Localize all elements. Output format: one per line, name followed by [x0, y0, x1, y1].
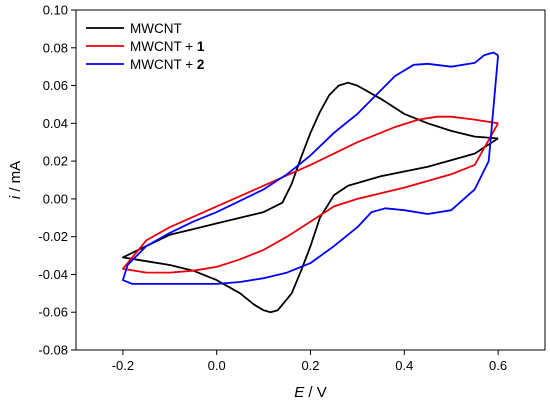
legend-label: MWCNT + 2: [130, 57, 204, 72]
y-axis-title-symbol: i: [7, 195, 24, 199]
series-line-3: [122, 51, 499, 285]
legend: MWCNT MWCNT + 1 MWCNT + 2: [86, 21, 205, 72]
y-tick-label: -0.02: [38, 229, 68, 244]
legend-label: MWCNT: [130, 21, 182, 36]
y-tick-label: 0.00: [43, 191, 68, 206]
x-tick-label: 0.2: [301, 358, 319, 373]
y-tick-label: -0.06: [38, 305, 68, 320]
y-tick-label: 0.04: [43, 116, 68, 131]
y-tick-label: -0.04: [38, 267, 68, 282]
series-layer: [122, 51, 499, 314]
x-axis-title-symbol: E: [294, 384, 305, 401]
x-tick-label: 0.6: [489, 358, 507, 373]
y-tick-label: -0.08: [38, 343, 68, 358]
x-axis-title: E / V: [294, 384, 327, 401]
y-tick-label: 0.06: [43, 78, 68, 93]
x-axis: -0.2 0.0 0.2 0.4 0.6: [112, 350, 507, 373]
x-tick-label: 0.0: [208, 358, 226, 373]
y-axis: 0.10 0.08 0.06 0.04 0.02 0.00 -0.02 -0.04 -0.06 -…: [38, 3, 76, 358]
y-tick-label: 0.10: [43, 3, 68, 18]
y-axis-title: i / mA: [7, 161, 24, 199]
legend-label: MWCNT + 1: [130, 39, 205, 54]
x-axis-title-unit: / V: [304, 384, 327, 401]
y-tick-label: 0.02: [43, 154, 68, 169]
y-axis-title-unit: / mA: [7, 161, 24, 196]
x-tick-label: -0.2: [112, 358, 134, 373]
x-tick-label: 0.4: [395, 358, 413, 373]
series-line-2: [122, 115, 499, 274]
y-tick-label: 0.08: [43, 40, 68, 55]
